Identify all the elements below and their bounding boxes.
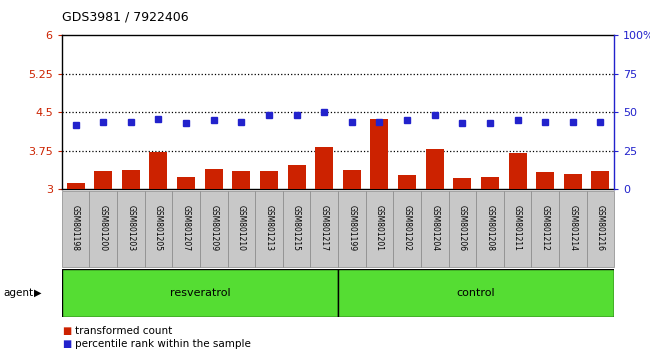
Text: ■: ■ <box>62 326 71 336</box>
Bar <box>421 191 448 267</box>
Text: GSM801215: GSM801215 <box>292 205 301 251</box>
Bar <box>311 191 338 267</box>
Text: GSM801214: GSM801214 <box>568 205 577 251</box>
Bar <box>481 177 499 189</box>
Bar <box>122 170 140 189</box>
Text: agent: agent <box>3 288 33 298</box>
Bar <box>338 269 614 317</box>
Bar <box>315 147 333 189</box>
Bar <box>144 191 172 267</box>
Text: GSM801201: GSM801201 <box>375 205 384 251</box>
Bar <box>343 170 361 189</box>
Bar <box>260 171 278 189</box>
Text: GSM801199: GSM801199 <box>347 205 356 251</box>
Bar <box>150 153 168 189</box>
Bar <box>508 153 526 189</box>
Text: GSM801216: GSM801216 <box>596 205 605 251</box>
Text: GSM801204: GSM801204 <box>430 205 439 251</box>
Bar <box>283 191 311 267</box>
Bar <box>448 191 476 267</box>
Bar <box>365 191 393 267</box>
Bar <box>177 177 195 189</box>
Bar <box>200 191 227 267</box>
Text: GSM801205: GSM801205 <box>154 205 163 251</box>
Bar <box>287 165 306 189</box>
Text: GSM801208: GSM801208 <box>486 205 495 251</box>
Bar <box>172 191 200 267</box>
Bar <box>117 191 144 267</box>
Text: GSM801210: GSM801210 <box>237 205 246 251</box>
Text: GSM801207: GSM801207 <box>181 205 190 251</box>
Bar <box>559 191 586 267</box>
Bar <box>232 171 250 189</box>
Text: GSM801211: GSM801211 <box>513 205 522 251</box>
Bar <box>338 191 365 267</box>
Bar <box>592 171 610 189</box>
Text: GSM801206: GSM801206 <box>458 205 467 251</box>
Text: percentile rank within the sample: percentile rank within the sample <box>75 339 251 349</box>
Bar <box>62 269 338 317</box>
Text: transformed count: transformed count <box>75 326 172 336</box>
Bar <box>426 149 444 189</box>
Text: GSM801203: GSM801203 <box>126 205 135 251</box>
Bar <box>532 191 559 267</box>
Bar <box>536 172 554 189</box>
Text: ▶: ▶ <box>34 288 42 298</box>
Bar <box>586 191 614 267</box>
Bar <box>393 191 421 267</box>
Text: GSM801200: GSM801200 <box>99 205 108 251</box>
Text: ■: ■ <box>62 339 71 349</box>
Bar <box>90 191 117 267</box>
Text: resveratrol: resveratrol <box>170 288 230 298</box>
Bar <box>398 175 416 189</box>
Bar <box>94 171 112 189</box>
Bar <box>66 183 84 189</box>
Bar <box>453 178 471 189</box>
Bar <box>564 174 582 189</box>
Text: GSM801209: GSM801209 <box>209 205 218 251</box>
Text: GSM801217: GSM801217 <box>320 205 329 251</box>
Bar <box>370 119 389 189</box>
Text: GSM801213: GSM801213 <box>265 205 274 251</box>
Bar <box>205 169 223 189</box>
Bar <box>255 191 283 267</box>
Text: GSM801202: GSM801202 <box>402 205 411 251</box>
Bar <box>62 191 90 267</box>
Text: control: control <box>457 288 495 298</box>
Bar <box>227 191 255 267</box>
Bar <box>504 191 532 267</box>
Bar <box>476 191 504 267</box>
Text: GSM801212: GSM801212 <box>541 205 550 251</box>
Text: GDS3981 / 7922406: GDS3981 / 7922406 <box>62 11 188 24</box>
Text: GSM801198: GSM801198 <box>71 205 80 251</box>
